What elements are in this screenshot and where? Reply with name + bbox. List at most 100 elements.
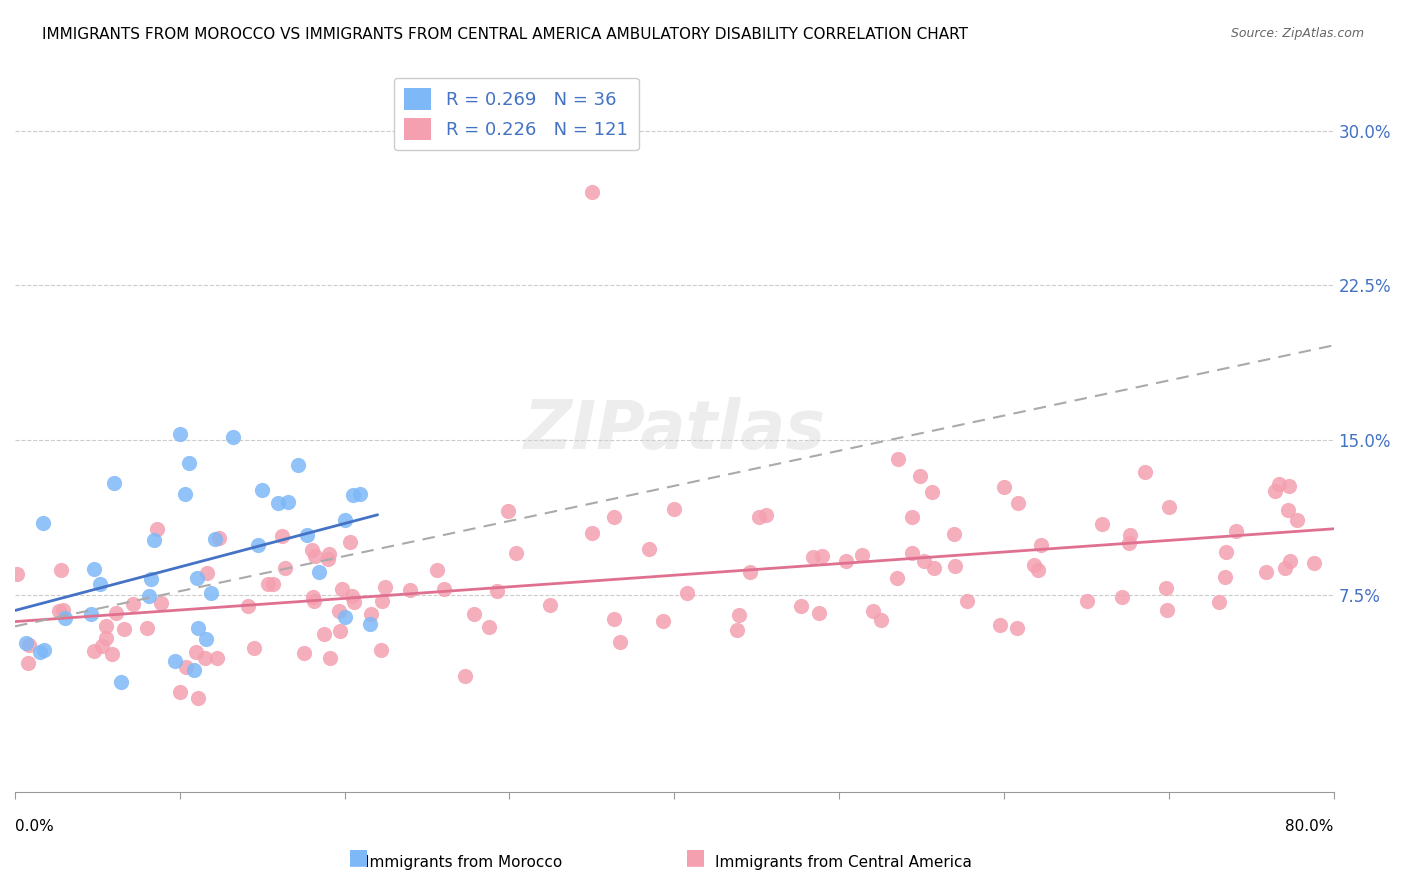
Point (505, 546, 527, 560)
Point (276, 494, 298, 508)
Point (1154, 581, 1177, 595)
Point (1119, 528, 1142, 542)
Point (333, 610, 356, 624)
Point (139, 572, 162, 586)
Point (208, 531, 231, 545)
Point (304, 594, 326, 608)
Point (339, 535, 361, 549)
Point (328, 604, 350, 618)
Point (247, 538, 270, 552)
Point (1268, 477, 1291, 491)
Point (1157, 500, 1180, 515)
Text: Immigrants from Morocco: Immigrants from Morocco (366, 855, 562, 870)
Point (194, 632, 217, 647)
Point (48, 604, 70, 618)
Point (374, 580, 396, 594)
Point (89, 576, 111, 591)
Point (83, 562, 105, 576)
Point (174, 486, 197, 500)
Point (32, 642, 55, 657)
Text: ZIPatlas: ZIPatlas (523, 397, 825, 463)
Point (257, 576, 280, 591)
Point (329, 624, 352, 638)
Point (304, 549, 326, 563)
Point (194, 650, 217, 665)
Point (676, 586, 699, 600)
Point (274, 560, 297, 574)
Point (360, 607, 382, 621)
Point (1118, 535, 1140, 549)
Text: Immigrants from Central America: Immigrants from Central America (716, 855, 972, 870)
Point (637, 541, 659, 556)
Point (6, 567, 28, 582)
Point (186, 645, 208, 659)
Point (163, 655, 186, 669)
Point (538, 598, 561, 612)
Point (801, 549, 824, 564)
Point (262, 577, 284, 591)
Point (1277, 503, 1299, 517)
Point (94, 632, 117, 646)
Point (912, 554, 935, 568)
Point (603, 509, 626, 524)
Point (1026, 563, 1049, 577)
Point (370, 643, 392, 657)
Point (301, 542, 323, 557)
Point (340, 589, 363, 603)
Point (662, 502, 685, 516)
Point (94, 619, 117, 633)
Point (51, 563, 73, 577)
Text: 80.0%: 80.0% (1285, 820, 1333, 834)
Point (295, 528, 318, 542)
Text: IMMIGRANTS FROM MOROCCO VS IMMIGRANTS FROM CENTRAL AMERICA AMBULATORY DISABILITY: IMMIGRANTS FROM MOROCCO VS IMMIGRANTS FR… (42, 27, 969, 42)
Point (53, 611, 76, 625)
Point (1274, 561, 1296, 575)
Point (186, 622, 208, 636)
Point (31, 516, 53, 530)
Point (343, 595, 366, 609)
Point (811, 549, 834, 564)
Point (187, 691, 209, 706)
Point (1279, 553, 1302, 567)
Point (1076, 594, 1098, 608)
Point (943, 526, 966, 541)
Point (835, 554, 858, 568)
Point (433, 582, 456, 596)
Point (956, 594, 979, 608)
Point (333, 513, 356, 527)
Legend: R = 0.269   N = 36, R = 0.226   N = 121: R = 0.269 N = 36, R = 0.226 N = 121 (394, 78, 638, 151)
Point (727, 608, 749, 623)
Point (143, 533, 166, 547)
Point (169, 427, 191, 442)
Point (1256, 565, 1278, 579)
Point (135, 621, 157, 635)
Point (52, 603, 75, 617)
Point (1264, 483, 1286, 498)
Point (177, 456, 200, 470)
Point (862, 604, 884, 618)
Point (602, 612, 624, 626)
Point (887, 452, 910, 467)
Point (1302, 556, 1324, 570)
Point (1278, 479, 1301, 493)
Point (1215, 545, 1237, 559)
Point (581, 186, 603, 200)
Point (789, 599, 811, 613)
Point (110, 674, 132, 689)
Text: Source: ZipAtlas.com: Source: ZipAtlas.com (1230, 27, 1364, 40)
Point (943, 559, 966, 574)
Point (901, 546, 924, 560)
Point (292, 646, 315, 660)
Point (908, 469, 931, 483)
Point (609, 635, 631, 649)
Point (183, 663, 205, 677)
Point (1022, 558, 1045, 573)
Point (477, 620, 499, 634)
Point (205, 650, 228, 665)
Point (807, 607, 830, 621)
Point (121, 597, 143, 611)
Point (114, 623, 136, 637)
Point (308, 565, 330, 579)
Point (496, 504, 519, 518)
Point (314, 627, 336, 641)
